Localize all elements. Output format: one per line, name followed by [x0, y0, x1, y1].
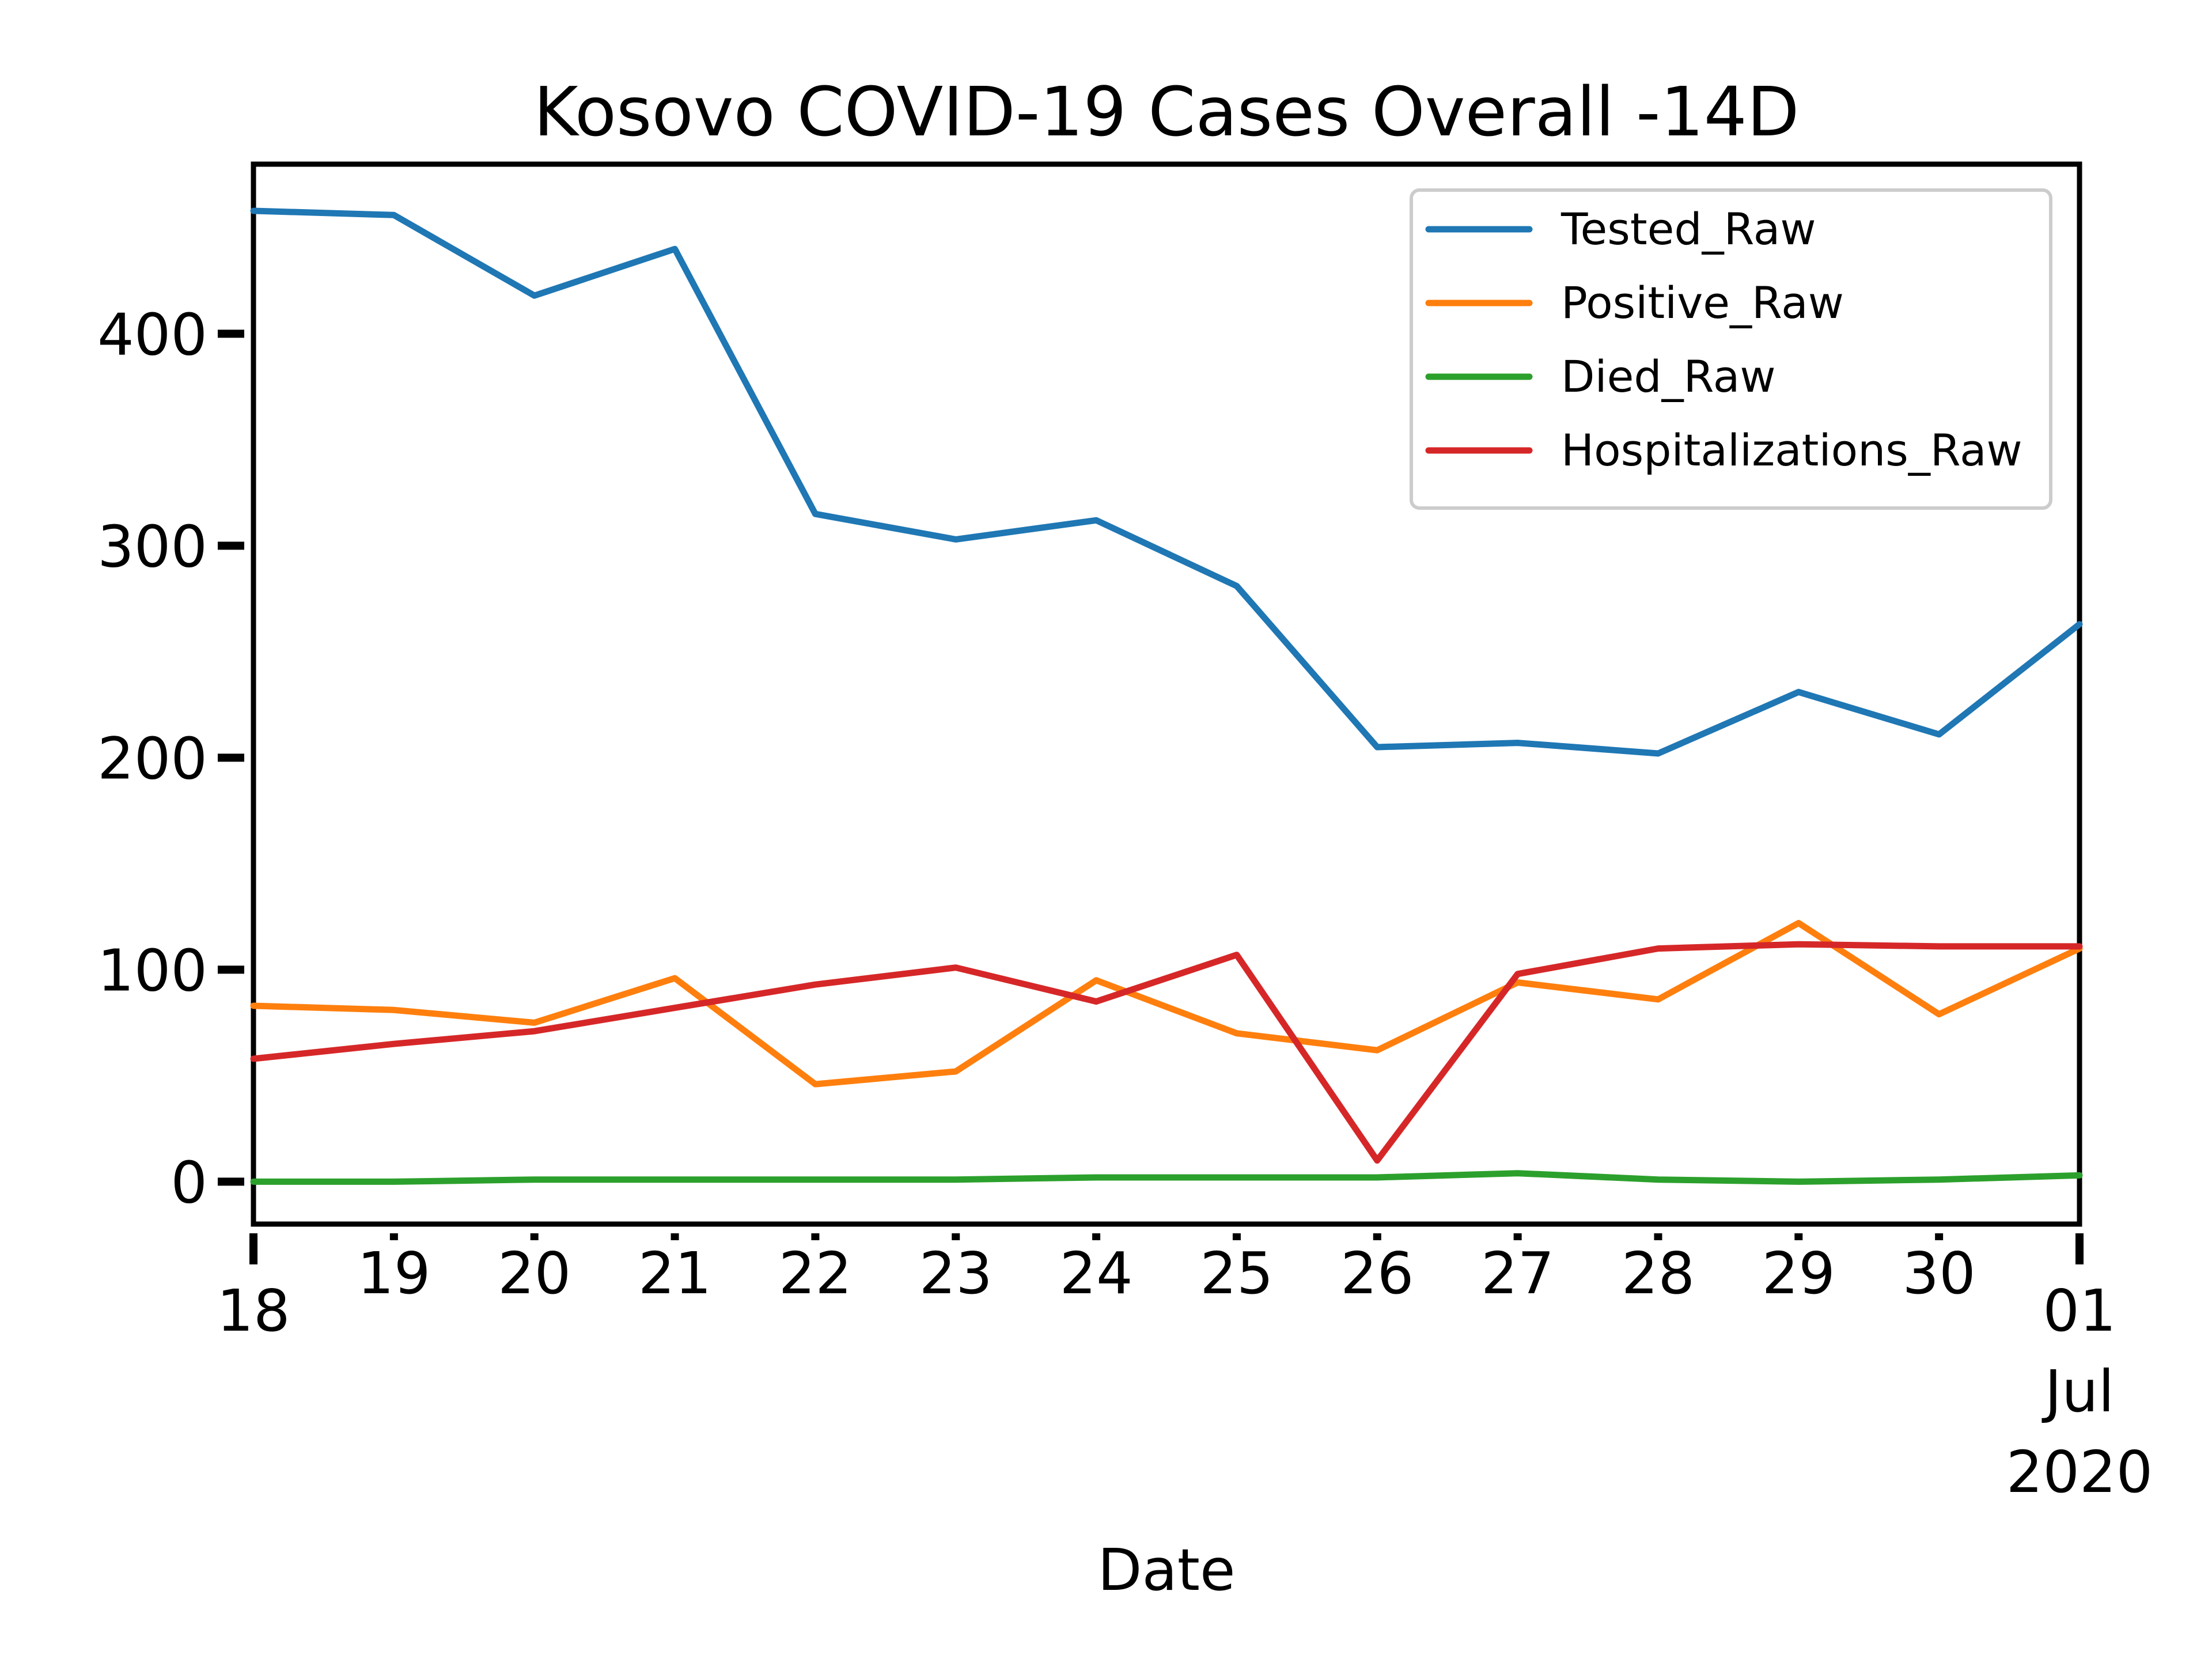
plot-frame — [251, 161, 2082, 1227]
legend: Tested_Raw Positive_Raw Died_Raw Hospitaliz… — [1410, 188, 2052, 510]
x-tick-sublabel-year: 2020 — [2006, 1438, 2153, 1506]
x-tick-sublabel-month: Jul — [2041, 1358, 2115, 1425]
x-tick-label: 19 — [357, 1240, 430, 1307]
x-tick-label: 18 — [217, 1277, 290, 1344]
x-tick-label: 22 — [779, 1240, 852, 1307]
legend-entry: Hospitalizations_Raw — [1561, 425, 2022, 476]
x-tick-label: 26 — [1340, 1240, 1414, 1307]
series-line-Tested_Raw — [250, 207, 2083, 757]
y-tick-label: 100 — [97, 937, 207, 1004]
series-line-Died_Raw — [250, 1170, 2083, 1185]
y-tick-label: 0 — [171, 1149, 207, 1216]
plot-area — [251, 161, 2082, 1227]
ticks-layer: 0 100 200 300 400 18 19 20 21 22 23 24 25 26 27 28 29 30 0… — [97, 301, 2153, 1506]
x-tick-label: 01 — [2043, 1277, 2116, 1344]
y-tick-label: 200 — [97, 725, 207, 792]
chart-title: Kosovo COVID-19 Cases Overall -14D — [533, 72, 1799, 151]
x-tick-label: 23 — [919, 1240, 993, 1307]
series-layer — [250, 207, 2083, 1185]
x-tick-label: 25 — [1200, 1240, 1273, 1307]
series-line-Hospitalizations_Raw — [250, 941, 2083, 1164]
x-tick-label: 27 — [1481, 1240, 1554, 1307]
legend-entry: Tested_Raw — [1560, 203, 1816, 255]
x-tick-label: 24 — [1059, 1240, 1132, 1307]
x-tick-label: 29 — [1762, 1240, 1835, 1307]
series-line-Positive_Raw — [250, 919, 2083, 1088]
x-tick-label: 20 — [498, 1240, 571, 1307]
x-tick-label: 21 — [638, 1240, 711, 1307]
y-tick-label: 300 — [97, 513, 207, 580]
x-tick-label: 30 — [1903, 1240, 1976, 1307]
legend-box — [1410, 188, 2052, 510]
x-axis-label: Date — [1097, 1536, 1235, 1604]
y-tick-label: 400 — [97, 301, 207, 368]
legend-entry: Died_Raw — [1561, 351, 1776, 402]
legend-entry: Positive_Raw — [1561, 277, 1844, 328]
x-tick-label: 28 — [1622, 1240, 1695, 1307]
